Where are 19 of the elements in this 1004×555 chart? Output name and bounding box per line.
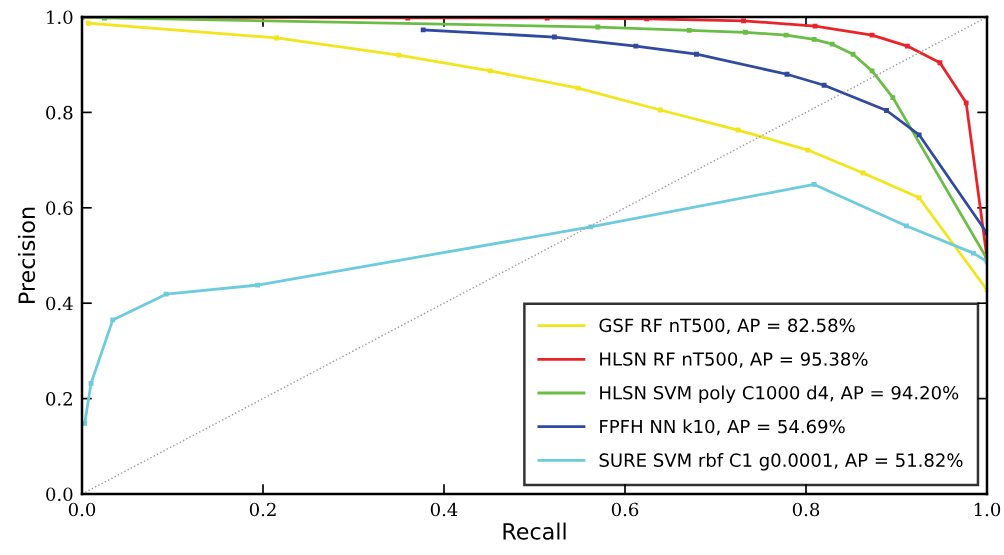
y-tick-label: 0.0 (46, 487, 73, 502)
y-tick-label: 0.4 (46, 296, 73, 311)
x-tick-label: 1.0 (974, 502, 1001, 517)
y-axis-title: Precision (17, 207, 36, 303)
legend-label: FPFH NN k10, AP = 54.69% (600, 419, 845, 436)
legend-label: HLSN RF nT500, AP = 95.38% (600, 352, 868, 368)
y-tick-label: 0.8 (46, 105, 73, 120)
y-tick-label: 1.0 (47, 10, 73, 25)
y-tick-label: 0.6 (46, 201, 73, 215)
legend-label: HLSN SVM poly C1000 d4, AP = 94.20% (600, 385, 959, 404)
y-tick-label: 0.2 (46, 392, 72, 406)
x-tick-label: 0.8 (792, 502, 820, 517)
legend-label: GSF RF nT500, AP = 82.58% (599, 318, 855, 334)
x-tick-label: 0.4 (430, 502, 458, 517)
x-tick-label: 0.6 (611, 502, 639, 517)
x-tick-label: 0.2 (249, 502, 276, 517)
x-axis-title: Recall (503, 522, 566, 540)
x-tick-label: 0.0 (68, 502, 96, 517)
legend-label: SURE SVM rbf C1 g0.0001, AP = 51.82% (599, 453, 963, 471)
